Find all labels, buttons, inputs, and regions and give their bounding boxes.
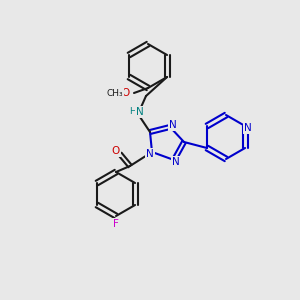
Text: O: O [122, 88, 130, 98]
Text: N: N [136, 107, 144, 117]
Text: H: H [129, 107, 135, 116]
Text: N: N [244, 123, 252, 133]
Text: O: O [112, 146, 120, 156]
Text: N: N [146, 149, 154, 159]
Text: N: N [169, 120, 177, 130]
Text: N: N [172, 157, 180, 167]
Text: CH₃: CH₃ [107, 88, 123, 98]
Text: F: F [113, 219, 119, 229]
